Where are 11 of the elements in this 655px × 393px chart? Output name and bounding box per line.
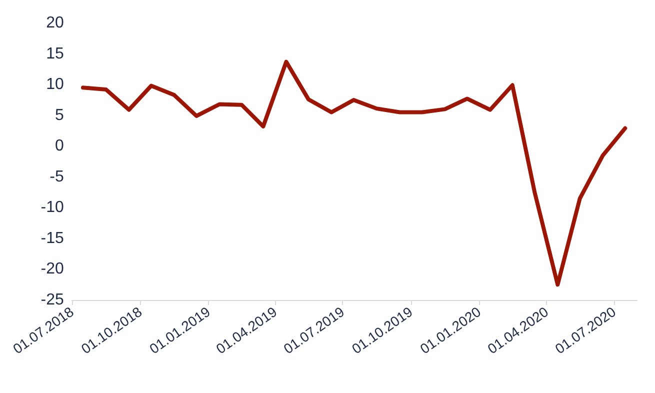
y-tick-label: 10 [46, 76, 64, 94]
y-tick-label: -10 [40, 199, 64, 216]
y-tick-label: -15 [40, 230, 64, 247]
y-tick-label: 5 [54, 106, 64, 124]
y-tick-label: 0 [54, 138, 64, 155]
y-tick-label: -25 [40, 292, 64, 308]
y-tick-label: 20 [46, 14, 64, 32]
y-tick-label: -5 [50, 168, 64, 186]
y-tick-label: -20 [40, 260, 64, 278]
line-series [80, 60, 628, 287]
y-tick-label: 15 [46, 45, 64, 62]
